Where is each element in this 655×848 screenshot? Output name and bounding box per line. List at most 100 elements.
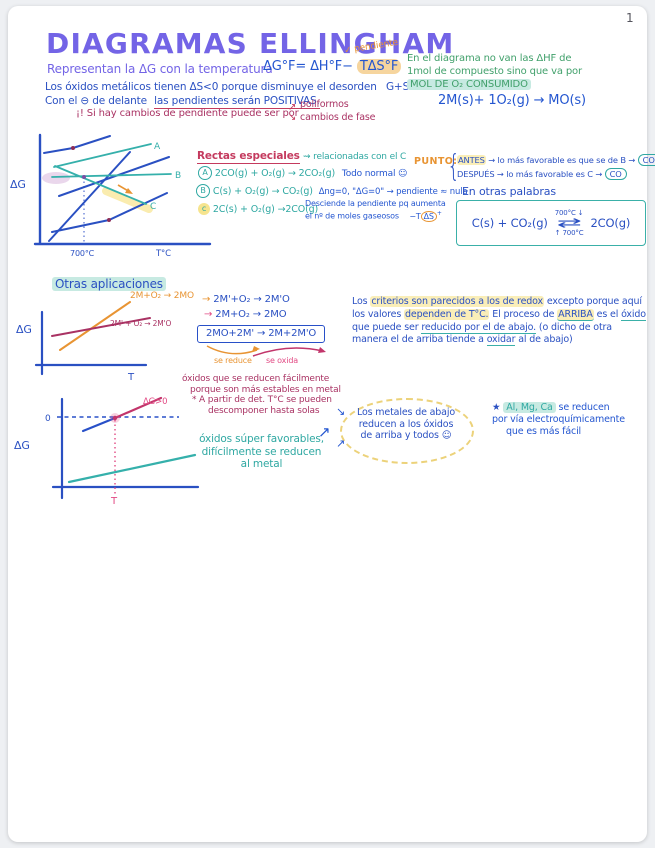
diagram-note-l3: MOL DE O₂ CONSUMIDO bbox=[407, 79, 531, 90]
recta-a-row: A 2CO(g) + O₂(g) → 2CO₂(g) Todo normal ☺ bbox=[198, 166, 407, 180]
recta-c-note-l1: Desciende la pendiente pq aumenta bbox=[305, 199, 446, 208]
diagram-note-l1: En el diagrama no van las ΔHF de bbox=[407, 53, 572, 64]
intro-line3-text: Con el ⊖ de delante bbox=[45, 95, 147, 107]
oxidos-faciles-note: óxidos que se reducen fácilmente porque … bbox=[182, 374, 341, 416]
se-oxida-label: se oxida bbox=[266, 356, 299, 365]
redox-s11: (o dicho de otra manera el de arriba tie… bbox=[352, 321, 612, 346]
warn-arrow-up-icon: ↗ bbox=[288, 102, 297, 113]
gibbs-equation-slope-term: TΔS°F bbox=[356, 59, 402, 74]
suma-eq1: 2M'+O₂ → 2M'O bbox=[213, 294, 290, 305]
chart1-xtick-700: 700°C bbox=[70, 249, 95, 258]
redox-s8: óxido bbox=[621, 308, 646, 321]
bubble-l3: de arriba y todos ☺ bbox=[360, 430, 452, 441]
boudouard-box: C(s) + CO₂(g) 700°C ↓ ⇄ ↑ 700°C 2CO(g) bbox=[456, 200, 646, 246]
suma-arrow2-icon: → bbox=[204, 309, 213, 320]
oxidos-dificiles-note: óxidos súper favorables, difícilmente se… bbox=[194, 433, 329, 471]
warn-option-cambios-fase: cambios de fase bbox=[300, 112, 376, 123]
electro-l2: por vía electroquímicamente bbox=[492, 414, 625, 425]
suma-total-box: 2MO+2M' → 2M+2M'O bbox=[197, 325, 326, 343]
gibbs-equation: ΔG°F= ΔH°F− TΔS°F bbox=[263, 59, 402, 75]
chart1-blue-line-3 bbox=[58, 156, 170, 197]
se-oxida-arrow bbox=[252, 347, 324, 357]
bubble-arrow1-icon: ↘ bbox=[336, 405, 346, 418]
recta-c-note-sup: + bbox=[436, 210, 442, 217]
punto-despues-word: DESPUÉS bbox=[457, 169, 495, 179]
chart1-teal-line-B bbox=[51, 173, 172, 178]
redox-s7: es el bbox=[593, 308, 622, 320]
se-reduce-arrow bbox=[206, 345, 258, 355]
chart2-ylabel: ΔG bbox=[16, 323, 32, 336]
oxidos-dificiles-l2: difícilmente se reducen bbox=[201, 445, 322, 458]
chart1-blue-line-2 bbox=[48, 151, 131, 242]
page-title: DIAGRAMAS ELLINGHAM bbox=[46, 27, 455, 60]
redox-s1: Los bbox=[352, 296, 371, 307]
rectas-title: Rectas especiales bbox=[197, 150, 300, 164]
chart2-magenta-line bbox=[51, 317, 151, 337]
suma-eq2: 2M+O₂ → 2MO bbox=[215, 309, 287, 320]
suma-eq1-row: → 2M'+O₂ → 2M'O bbox=[202, 294, 290, 306]
se-reduce-label: se reduce bbox=[214, 356, 252, 365]
warn-option-polimorfos: poliformos bbox=[300, 99, 349, 110]
se-reduce-arrowhead bbox=[252, 346, 260, 352]
chart3-pink-segment bbox=[113, 396, 163, 420]
recta-a-note: Todo normal ☺ bbox=[341, 169, 408, 179]
slope-warning: ¡! Si hay cambios de pendiente puede ser… bbox=[76, 108, 299, 119]
recta-c-note-ds: ΔS bbox=[420, 210, 437, 222]
electro-l1: se reducen bbox=[555, 402, 610, 413]
intro-line3-underlined: las pendientes serán POSITIVAS. bbox=[154, 95, 320, 109]
star-icon: ★ bbox=[492, 402, 501, 413]
chart1-kink-dot-1 bbox=[71, 146, 75, 150]
bubble-text: Los metales de abajo reducen a los óxido… bbox=[352, 407, 460, 442]
oxidos-dificiles-l3: al metal bbox=[240, 458, 283, 470]
chart3-crossing-dot bbox=[112, 415, 118, 421]
punto-antes-word: ANTES bbox=[457, 155, 486, 165]
intro-line2-text: Los óxidos metálicos tienen ΔS<0 porque … bbox=[45, 81, 377, 93]
chart3-dg-label: ΔG>0 bbox=[143, 397, 167, 407]
chart1-blue-line-1 bbox=[43, 135, 111, 154]
chart1-xlabel: T°C bbox=[155, 249, 171, 259]
punto-despues-text: → lo más favorable es C → bbox=[494, 169, 605, 179]
redox-s6: ARRIBA bbox=[557, 308, 594, 321]
redox-s10: reducido por el de abajo. bbox=[421, 321, 537, 334]
chart1-label-C: C bbox=[150, 202, 156, 212]
boudouard-right: 2CO(g) bbox=[590, 216, 631, 230]
chart3-ylabel: ΔG bbox=[14, 439, 30, 452]
redox-s4: dependen de T°C. bbox=[404, 308, 490, 320]
suma-eq2-row: → 2M+O₂ → 2MO bbox=[204, 309, 287, 321]
chart2-orange-label: 2M+O₂ → 2MO bbox=[130, 291, 194, 301]
zero-crossing-chart: 0 ΔG>0 T bbox=[45, 396, 200, 507]
gibbs-equation-left: ΔG°F= ΔH°F− bbox=[263, 59, 353, 74]
oxidos-faciles-l2: porque son más estables en metal bbox=[190, 384, 341, 395]
electro-l3: que es más fácil bbox=[506, 426, 582, 437]
chart1-purple-highlight bbox=[42, 172, 70, 184]
ellingham-diagram: A B C 700°C T°C bbox=[33, 133, 212, 259]
chart1-teal-line-C bbox=[54, 165, 147, 205]
punto-antes-text: → lo más favorable es que se de B → bbox=[485, 155, 638, 165]
redox-s5: El proceso de bbox=[489, 308, 558, 320]
redox-s13: al de abajo) bbox=[515, 334, 573, 346]
recta-c-eq: 2C(s) + O₂(g) →2CO(g) bbox=[212, 204, 319, 215]
punto-label: PUNTO: bbox=[414, 156, 458, 167]
diagram-note-l2: 1mol de compuesto sino que va por bbox=[407, 66, 582, 77]
arrow-to-bubble-icon: ↗ bbox=[318, 423, 331, 441]
recta-b-badge: B bbox=[196, 184, 210, 198]
punto-antes-co2: CO₂ bbox=[637, 154, 655, 166]
page-number: 1 bbox=[626, 11, 634, 25]
punto-despues-row: DESPUÉS → lo más favorable es C → CO bbox=[457, 168, 627, 180]
recta-b-eq: C(s) + O₂(g) → CO₂(g) bbox=[212, 186, 313, 197]
intro-line3: Con el ⊖ de delante las pendientes serán… bbox=[45, 95, 320, 109]
warn-arrow-down-icon: ↘ bbox=[288, 112, 297, 123]
equilibrium-arrows-icon: ⇄ bbox=[556, 215, 582, 231]
recta-c-note-term: −T bbox=[409, 211, 421, 221]
chart1-kink-dot-2 bbox=[107, 218, 111, 222]
chart2-xlabel: T bbox=[127, 372, 135, 383]
chart1-yellow-highlight bbox=[102, 187, 153, 213]
recta-c-badge: c bbox=[198, 203, 210, 215]
chart1-orange-arrowhead bbox=[125, 188, 133, 194]
redox-s2: criterios son parecidos a los de redox bbox=[370, 296, 545, 307]
chart2-magenta-label: 2M' + O₂ → 2M'O bbox=[110, 319, 172, 328]
aplicaciones-title-text: Otras aplicaciones bbox=[52, 277, 166, 291]
redox-s12: oxidar bbox=[486, 334, 516, 347]
rectas-subtitle: ⇝ relacionadas con el C bbox=[302, 152, 407, 162]
recta-c-row: c 2C(s) + O₂(g) →2CO(g) bbox=[198, 203, 318, 216]
